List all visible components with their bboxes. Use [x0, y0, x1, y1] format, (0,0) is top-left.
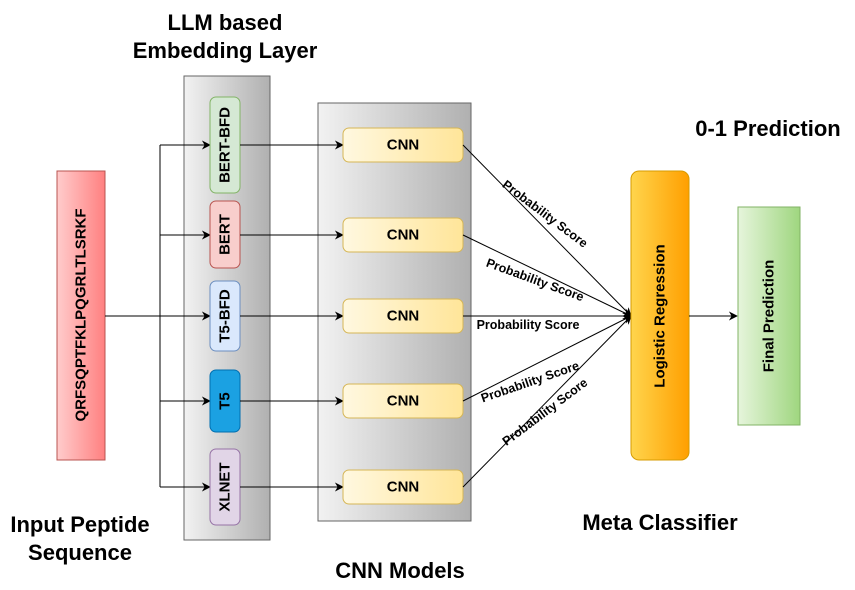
embedding-label-t5: T5: [217, 392, 234, 410]
embedding-label-xlnet: XLNET: [217, 462, 234, 511]
cnn-to-meta-arrow-2: [462, 234, 632, 317]
input-connectors: [105, 145, 161, 487]
embedding-title-line1: LLM based: [168, 10, 283, 35]
cnn-label-5: CNN: [387, 479, 420, 496]
cnn-to-meta-arrow-5: [462, 315, 632, 488]
cnn-models-title: CNN Models: [335, 558, 465, 583]
prediction-title: 0-1 Prediction: [695, 116, 840, 141]
cnn-label-2: CNN: [387, 227, 420, 244]
cnn-to-meta-arrow-1: [462, 144, 632, 317]
input-title-line1: Input Peptide: [10, 512, 149, 537]
embedding-input-arrows: [160, 140, 211, 492]
cnn-to-meta-arrow-4: [462, 315, 632, 402]
probability-score-label-2: Probability Score: [484, 256, 585, 304]
cnn-models: CNN CNN CNN CNN CNN: [342, 127, 464, 505]
probability-score-labels: Probability Score Probability Score Probab…: [477, 177, 591, 448]
embedding-models: BERT-BFD BERT T5-BFD T5 XLNET: [209, 96, 241, 526]
cnn-output-lines: [462, 144, 632, 488]
meta-classifier-title: Meta Classifier: [582, 510, 738, 535]
input-sequence-box: [56, 170, 106, 461]
input-title-line2: Sequence: [28, 540, 132, 565]
final-prediction-label: Final Prediction: [761, 260, 778, 373]
input-sequence-text: QRFSQPTFKLPQGRLTLSRKF: [73, 208, 90, 421]
embedding-label-bert-bfd: BERT-BFD: [217, 107, 234, 183]
embedding-label-bert: BERT: [217, 214, 234, 255]
cnn-label-1: CNN: [387, 137, 420, 154]
embedding-label-t5-bfd: T5-BFD: [217, 289, 234, 342]
final-prediction-box: [737, 206, 801, 426]
cnn-label-3: CNN: [387, 308, 420, 325]
embedding-to-cnn-arrows: [240, 140, 344, 492]
probability-score-label-3: Probability Score: [477, 318, 580, 332]
logistic-regression-label: Logistic Regression: [652, 244, 669, 387]
probability-score-label-1: Probability Score: [500, 177, 591, 250]
cnn-label-4: CNN: [387, 393, 420, 410]
embedding-title-line2: Embedding Layer: [133, 38, 318, 63]
